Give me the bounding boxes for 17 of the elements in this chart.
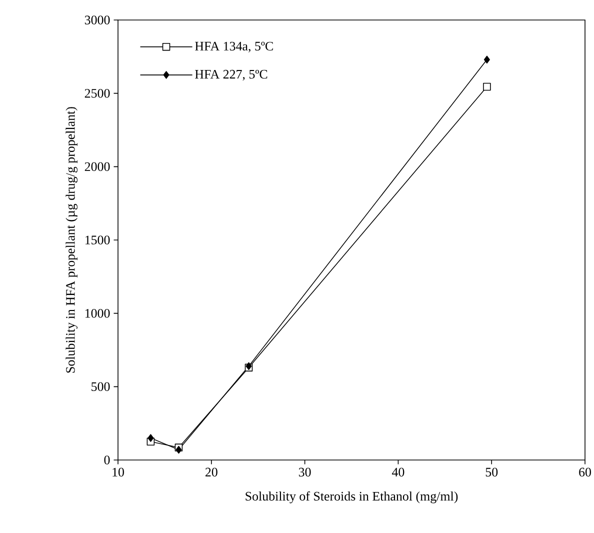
x-tick-label: 60	[579, 468, 591, 477]
y-tick-label: 1000	[85, 308, 110, 318]
x-tick-label: 50	[486, 468, 498, 477]
y-tick-label: 3000	[84, 16, 110, 24]
x-tick-label: 40	[392, 468, 404, 477]
x-axis-title: Solubility of Steroids in Ethanol (mg/ml)	[246, 491, 458, 504]
y-tick-label: 2000	[84, 162, 110, 172]
y-axis-title: Solubility in HFA propellant (µg drug/g propellant)	[66, 107, 78, 373]
y-tick-label: 2500	[84, 88, 110, 98]
legend-label: HFA 227, 5ºC	[195, 70, 268, 80]
x-tick-label: 20	[205, 468, 218, 477]
y-tick-label: 500	[92, 382, 110, 392]
y-tick-label: 1500	[85, 236, 110, 244]
legend-label: HFA 134a, 5ºC	[195, 42, 273, 52]
y-tick-label: 0	[104, 456, 110, 464]
x-tick-label: 30	[298, 468, 311, 477]
x-tick-label: 10	[112, 468, 124, 477]
